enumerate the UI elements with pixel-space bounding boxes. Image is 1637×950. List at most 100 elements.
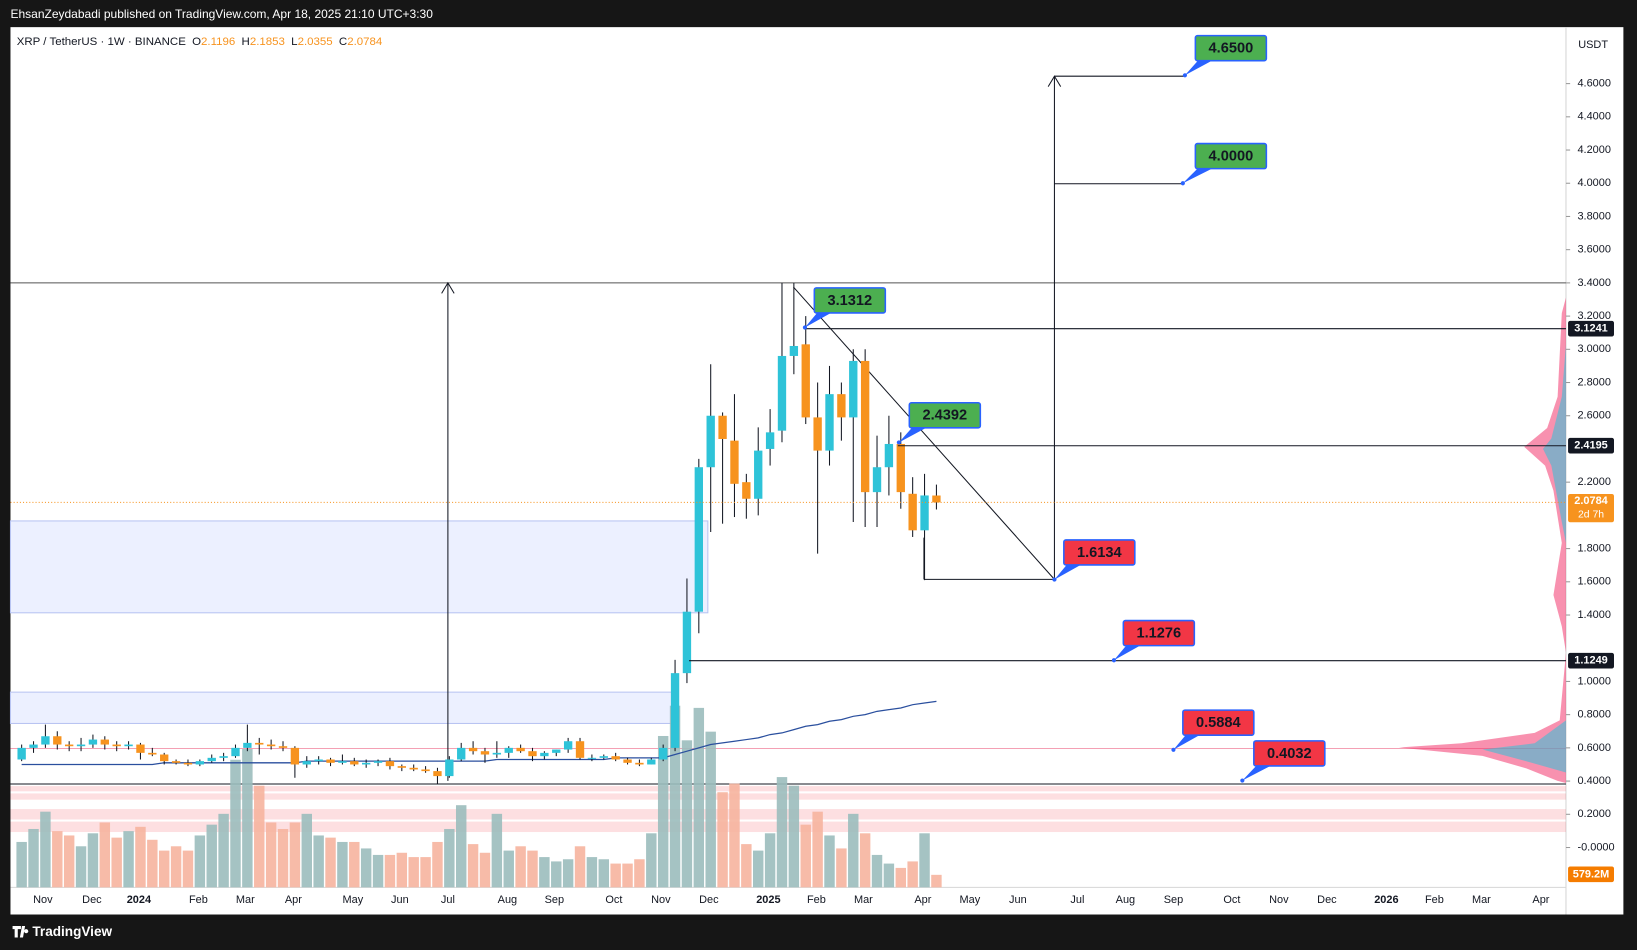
volume-bar — [194, 835, 206, 888]
callout-box — [1194, 34, 1268, 62]
volume-bar — [313, 835, 324, 888]
volume-bar — [919, 833, 930, 888]
y-tick-label: 1.8000 — [1577, 542, 1611, 554]
y-tick-label: 3.8000 — [1577, 210, 1611, 222]
volume-tag — [1568, 866, 1614, 883]
volume-bar — [634, 859, 645, 888]
volume-bar — [99, 822, 111, 888]
callout-tip — [1182, 73, 1188, 78]
volume-bar — [63, 835, 75, 888]
candle-body — [659, 747, 668, 760]
x-tick-label: May — [960, 894, 981, 906]
volume-bar — [158, 850, 170, 888]
candle-body — [160, 754, 169, 762]
symbol: XRP / TetherUS · 1W · BINANCE — [17, 36, 186, 48]
candle-body — [124, 744, 133, 747]
volume-bar — [337, 841, 348, 888]
candle-body — [801, 344, 810, 418]
volume-bar — [372, 854, 384, 888]
candle-body — [706, 415, 715, 468]
volume-bar — [895, 867, 907, 888]
x-tick-label: Apr — [1532, 894, 1549, 906]
x-tick-label: Nov — [33, 894, 53, 906]
candle-body — [611, 756, 620, 760]
volume-bar — [586, 857, 598, 888]
ohlc-value: 2.1196 — [201, 36, 235, 48]
candle-body — [433, 771, 442, 777]
volume-bar — [491, 813, 503, 888]
x-tick-label: Feb — [807, 894, 826, 906]
callout-label: 0.4032 — [1267, 746, 1312, 762]
volume-bar — [455, 805, 467, 888]
volume-bar — [598, 859, 609, 888]
candle-body — [694, 467, 703, 612]
x-tick-label: 2024 — [127, 894, 152, 906]
volume-bar — [147, 839, 158, 888]
x-tick-label: Jul — [1070, 894, 1084, 906]
volume-bar — [182, 850, 194, 888]
candle-body — [884, 443, 894, 468]
x-tick-label: Feb — [1425, 894, 1444, 906]
volume-bar — [230, 759, 241, 888]
callout-label: 3.1312 — [827, 293, 872, 309]
y-tick-label: 2.8000 — [1577, 376, 1611, 388]
callout-box — [1182, 709, 1255, 736]
volume-bar — [242, 748, 253, 888]
volume-bar — [646, 833, 657, 888]
x-tick-label: Sep — [545, 894, 565, 906]
x-tick-label: Apr — [914, 894, 931, 906]
volume-bar — [503, 850, 514, 888]
volume-bar — [467, 844, 479, 888]
level-tag-label: 1.1249 — [1574, 655, 1608, 667]
candle-body — [278, 746, 288, 748]
ohlc-label: H — [242, 36, 250, 48]
ohlc-label: L — [291, 36, 297, 48]
y-tick-label: 1.6000 — [1577, 576, 1611, 588]
level-tag — [1568, 652, 1614, 669]
footer-logo: TradingView — [12, 924, 112, 939]
x-tick-label: Nov — [651, 894, 671, 906]
y-tick-label: 4.2000 — [1577, 144, 1611, 156]
level-tag — [1568, 437, 1614, 454]
candle-body — [17, 747, 26, 760]
x-tick-label: Aug — [498, 894, 518, 906]
price-tag-label: 2.0784 — [1574, 495, 1608, 507]
volume-bar — [527, 850, 538, 888]
candle-body — [41, 736, 50, 745]
candle-body — [860, 360, 870, 493]
candle-body — [849, 360, 858, 418]
volume-bar — [135, 826, 146, 888]
x-tick-label: Jun — [391, 894, 409, 906]
callout-tip — [896, 440, 901, 445]
y-tick-label: 0.6000 — [1577, 742, 1611, 754]
volume-bar — [859, 833, 871, 888]
volume-bar — [301, 813, 312, 888]
candle-body — [314, 759, 323, 762]
y-tick-label: 1.0000 — [1577, 675, 1611, 687]
y-tick-label: 0.8000 — [1577, 709, 1611, 721]
volume-bar — [622, 863, 633, 888]
candle-body — [171, 761, 181, 763]
volume-bar — [669, 705, 681, 888]
volume-bar — [836, 848, 847, 888]
candle-body — [88, 739, 98, 745]
candle-body — [136, 744, 145, 753]
candle-body — [896, 443, 905, 493]
candle-body — [718, 415, 727, 439]
volume-bar — [28, 828, 39, 888]
volume-bar — [87, 833, 99, 888]
candle-body — [872, 467, 882, 493]
callout-label: 1.1276 — [1136, 625, 1181, 641]
candle-body — [350, 761, 359, 765]
level-tag — [1568, 320, 1614, 337]
volume-bar — [788, 785, 800, 888]
x-tick-label: Apr — [285, 894, 302, 906]
callout-tip — [1240, 778, 1245, 783]
volume-bar — [705, 731, 716, 888]
y-tick-label: -0.0000 — [1577, 841, 1614, 853]
volume-bar — [170, 846, 182, 888]
volume-bar — [396, 852, 408, 888]
volume-bar — [360, 848, 372, 888]
candle-body — [777, 355, 787, 431]
